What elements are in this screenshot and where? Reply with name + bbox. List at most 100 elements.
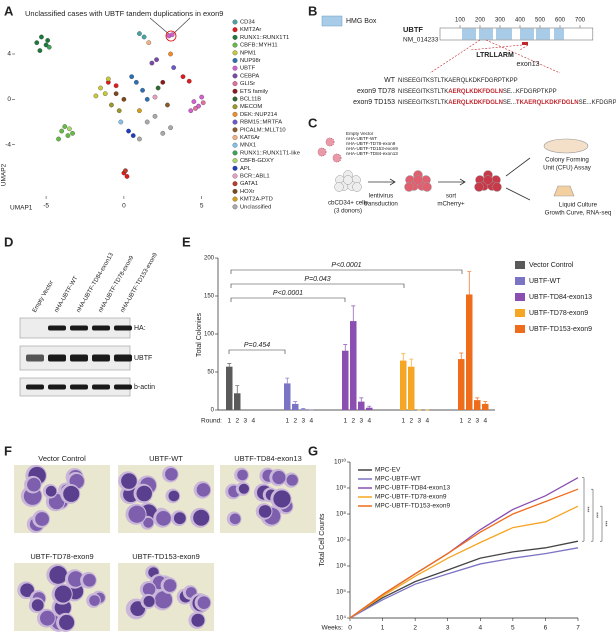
legend-label: MPC-UBTF-WT: [375, 476, 421, 483]
bar: [400, 360, 407, 410]
sequence: NISEEGITKSTLTKAERQLKDKFDGLNSE...TKAERQLK…: [398, 100, 616, 106]
point: [113, 91, 119, 97]
lane-label: nHA-UBTF-TD84-exon13: [76, 252, 115, 314]
cell-nucleus: [165, 467, 178, 481]
step-label: (3 donors): [334, 208, 362, 215]
sequence-part: SE...KFDGRPTKPP: [579, 100, 616, 106]
bar: [366, 407, 373, 410]
panel-label: E: [182, 234, 191, 249]
hmg-box: [536, 28, 550, 40]
transcript: NM_014233: [403, 37, 439, 44]
legend-label: UBTF: [240, 66, 256, 72]
point: [62, 124, 68, 129]
ruler-label: 400: [515, 18, 526, 24]
point: [133, 79, 139, 85]
error-bar: [343, 344, 348, 351]
image-label: UBTF-WT: [149, 454, 183, 463]
p-value: P<0.0001: [331, 262, 361, 269]
x-tick-label: 2: [413, 625, 417, 632]
cell: [343, 175, 353, 185]
x-tick-label: 4: [251, 418, 255, 425]
p-value: P<0.0001: [273, 290, 303, 297]
legend-swatch: [232, 96, 238, 102]
x-tick-label: 2: [235, 418, 239, 425]
hmg-legend-label: HMG Box: [346, 18, 377, 25]
panel-label: F: [4, 443, 12, 458]
point: [160, 130, 166, 136]
cell-nucleus: [197, 596, 211, 610]
legend-label: UBTF-WT: [529, 278, 561, 285]
step-label: Liquid Culture: [559, 202, 598, 209]
legend-swatch: [232, 173, 238, 179]
point: [152, 94, 158, 100]
legend-label: BCR::ABL1: [240, 174, 270, 180]
umap-title: Unclassified cases with UBTF tandem dupl…: [25, 9, 223, 18]
x-tick-label: 1: [381, 625, 385, 632]
hmg-box: [462, 28, 476, 40]
legend-label: Unclassified: [240, 204, 271, 210]
band: [70, 354, 88, 362]
bar: [474, 400, 481, 410]
cell-nucleus: [191, 613, 205, 627]
legend-label: GLISr: [240, 81, 255, 87]
exon13-bar: [522, 42, 528, 45]
point: [186, 78, 192, 84]
step-label: sort: [446, 193, 457, 200]
legend-label: MPC-UBTF-TD153-exon9: [375, 503, 451, 510]
motif: LTRLLARM: [476, 52, 514, 59]
dashed: [429, 39, 561, 74]
legend-swatch: [232, 81, 238, 87]
point: [126, 128, 131, 134]
virus: [332, 153, 342, 163]
significance: ***: [602, 521, 608, 527]
point: [168, 125, 173, 131]
x-tick-label: 3: [359, 418, 363, 425]
y-tick-label: 200: [204, 256, 215, 262]
y-tick-label: 10¹⁰: [334, 458, 346, 466]
legend-swatch: [515, 277, 525, 285]
cell-nucleus: [45, 485, 57, 497]
y-tick-label: 0: [211, 408, 215, 414]
legend-label: KMT2Ar: [240, 27, 261, 33]
hmg-box: [479, 28, 493, 40]
sequence: NISEEGITKSTLTKAERQLKDKFDGLNSE...KFDGRPTK…: [398, 89, 557, 95]
error-bar: [459, 352, 464, 360]
y-tick-label: 50: [207, 370, 214, 376]
significance-bracket: [600, 505, 603, 542]
band: [70, 384, 88, 390]
x-tick-label: 3: [475, 418, 479, 425]
cell-nucleus: [31, 599, 44, 612]
step-label: Growth Curve, RNA-seq: [545, 210, 612, 217]
x-tick-label: 4: [425, 418, 429, 425]
cell-nucleus: [193, 509, 210, 526]
y-tick-label: -4: [5, 141, 11, 148]
sequence-part: NISEEGITKSTLTKAERQLKDKFDGRPTKPP: [398, 78, 518, 84]
significance-bracket: [230, 283, 405, 288]
error-bar: [293, 401, 298, 404]
construct: Empty Vector: [346, 131, 374, 136]
point: [98, 85, 103, 91]
y-tick-label: 100: [204, 332, 215, 338]
point: [140, 87, 145, 93]
series-line: [349, 488, 579, 619]
point: [116, 108, 122, 114]
y-tick-label: 10⁷: [336, 537, 346, 544]
x-tick-label: 7: [576, 625, 580, 632]
legend-swatch: [232, 58, 238, 63]
cell-nucleus: [258, 505, 272, 518]
legend-swatch: [232, 204, 238, 210]
point: [188, 108, 194, 114]
point: [144, 119, 150, 125]
bar: [466, 294, 473, 410]
cell: [334, 182, 344, 192]
cell-nucleus: [83, 573, 96, 587]
point: [93, 93, 99, 99]
legend-label: Vector Control: [529, 262, 574, 269]
error-bar: [467, 271, 472, 295]
series-line: [349, 505, 579, 619]
blot-row-label: UBTF: [134, 355, 152, 362]
bar: [408, 366, 415, 410]
hmg-box: [496, 28, 512, 40]
panel-label: G: [308, 443, 318, 458]
point: [121, 96, 127, 102]
